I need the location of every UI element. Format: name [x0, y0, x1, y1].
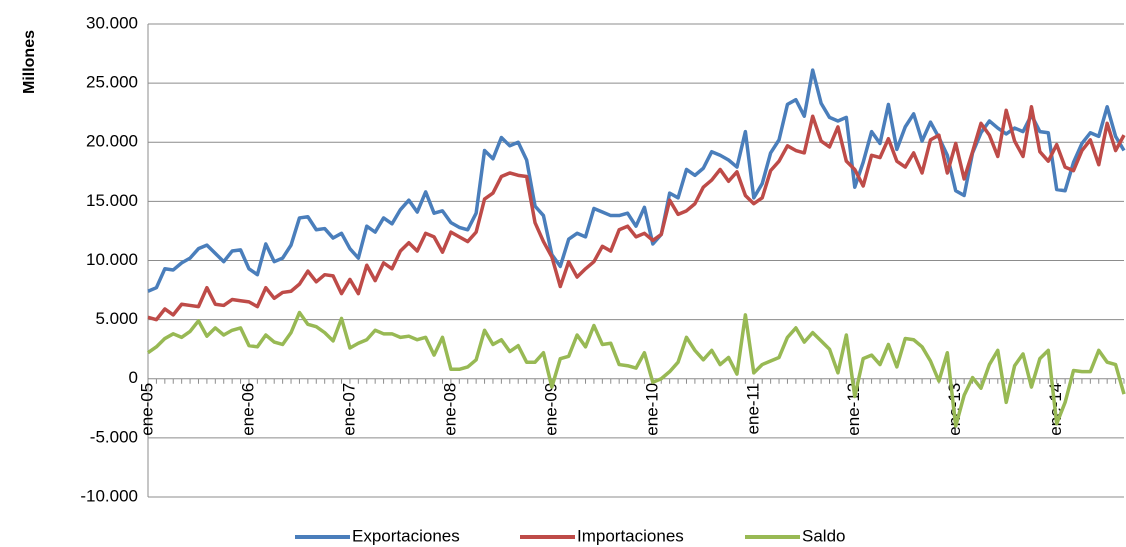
y-tick-label: 5.000: [95, 309, 138, 328]
x-tick-label: ene-06: [238, 383, 257, 436]
x-tick-label: ene-12: [844, 383, 863, 436]
y-tick-label: -10.000: [80, 486, 138, 505]
legend-label: Saldo: [802, 526, 845, 545]
x-tick-label: ene-09: [541, 383, 560, 436]
x-tick-label: ene-08: [440, 383, 459, 436]
series-line: [147, 105, 1126, 322]
y-tick-label: 15.000: [86, 191, 138, 210]
x-tick-label: ene-10: [642, 383, 661, 436]
legend-label: Exportaciones: [352, 526, 460, 545]
y-axis-label: Millones: [21, 30, 38, 94]
y-tick-label: 20.000: [86, 132, 138, 151]
series-line: [146, 310, 1126, 428]
y-tick-label: 25.000: [86, 73, 138, 92]
x-tick-label: ene-11: [743, 383, 762, 435]
series-line: [147, 68, 1126, 293]
y-tick-label: 0: [129, 368, 138, 387]
y-tick-label: -5.000: [90, 427, 138, 446]
y-tick-label: 10.000: [86, 250, 138, 269]
x-tick-label: ene-07: [339, 383, 358, 436]
legend-label: Importaciones: [577, 526, 684, 545]
x-tick-label: ene-05: [137, 383, 156, 436]
y-tick-label: 30.000: [86, 13, 138, 32]
